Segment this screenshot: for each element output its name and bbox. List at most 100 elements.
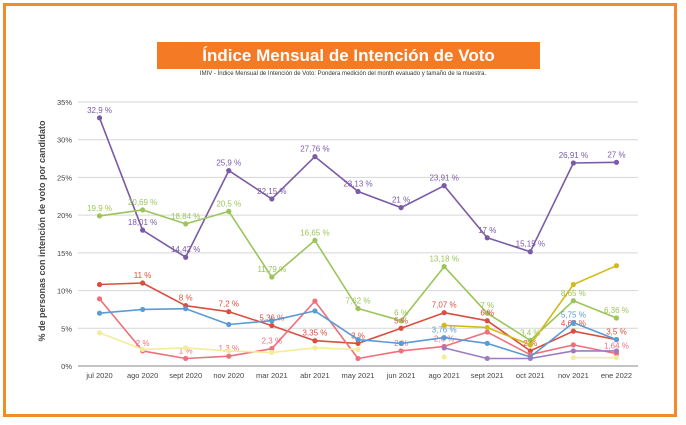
x-tick-label: ago 2021: [429, 371, 460, 380]
data-point: [312, 338, 318, 344]
data-label: 23,13 %: [343, 180, 372, 189]
data-label: 13,18 %: [429, 255, 458, 264]
x-tick-label: ene 2022: [601, 371, 632, 380]
data-point: [613, 159, 620, 165]
data-label: 14,42 %: [171, 245, 200, 254]
data-point: [613, 315, 620, 321]
data-point: [570, 355, 576, 361]
x-tick-label: jun 2021: [386, 371, 416, 380]
y-tick-label: 5%: [61, 324, 72, 333]
data-point: [269, 196, 275, 202]
data-label: 7,62 %: [346, 297, 371, 306]
y-tick-label: 10%: [57, 287, 72, 296]
data-point: [96, 310, 103, 316]
data-label: 3,35 %: [302, 329, 327, 338]
data-point: [398, 205, 404, 211]
y-tick-label: 30%: [57, 136, 72, 145]
data-point: [484, 310, 490, 316]
chart-subtitle: IMIV - Índice Mensual de Intención de Vo…: [199, 71, 487, 77]
data-label: 15,15 %: [516, 240, 545, 249]
data-point: [183, 306, 189, 312]
data-point: [355, 188, 361, 195]
data-point: [570, 342, 576, 348]
data-point: [398, 318, 404, 324]
data-label: 18,84 %: [171, 212, 200, 221]
data-point: [484, 355, 490, 362]
data-point: [398, 348, 404, 354]
data-point: [96, 330, 103, 336]
data-point: [269, 274, 275, 280]
data-point: [527, 348, 533, 354]
data-point: [140, 227, 146, 233]
data-point: [570, 298, 576, 304]
data-point: [312, 298, 318, 304]
data-point: [484, 235, 490, 241]
data-point: [570, 328, 576, 334]
data-point: [355, 305, 361, 312]
data-label: 27,76 %: [300, 145, 329, 154]
data-label: 32,9 %: [87, 106, 112, 115]
y-tick-label: 15%: [57, 249, 72, 258]
data-point: [269, 349, 275, 356]
data-label: 5,36 %: [259, 314, 284, 323]
data-label: 23,91 %: [429, 174, 458, 183]
data-point: [312, 154, 318, 160]
data-point: [484, 340, 490, 346]
x-tick-label: sept 2020: [169, 371, 202, 380]
data-label: 2,3 %: [262, 337, 282, 346]
data-point: [398, 340, 404, 346]
data-point: [484, 329, 490, 335]
data-point: [183, 355, 189, 362]
data-point: [312, 345, 318, 351]
x-tick-label: abr 2021: [300, 371, 330, 380]
data-label: 6 %: [394, 309, 408, 318]
data-point: [269, 346, 275, 352]
data-label: 26,91 %: [559, 151, 588, 160]
data-point: [140, 207, 146, 213]
data-point: [226, 321, 232, 328]
data-label: 3 %: [351, 331, 365, 340]
data-point: [441, 322, 447, 328]
data-point: [355, 340, 361, 346]
y-tick-label: 20%: [57, 211, 72, 220]
y-tick-label: 25%: [57, 173, 72, 182]
data-label: 3,5 %: [606, 328, 626, 337]
y-tick-label: 35%: [57, 98, 72, 107]
data-point: [570, 348, 576, 354]
y-axis-label: % de personas con intención de voto por …: [37, 120, 47, 342]
data-label: 17 %: [478, 226, 496, 235]
x-tick-label: ago 2020: [127, 371, 158, 380]
data-point: [441, 183, 447, 189]
data-point: [441, 263, 447, 270]
x-tick-label: mar 2021: [256, 371, 288, 380]
y-tick-label: 0%: [61, 362, 72, 371]
data-point: [226, 309, 232, 315]
data-point: [140, 280, 146, 286]
data-label: 3,4 %: [520, 328, 540, 337]
chart-title: Índice Mensual de Intención de Voto: [157, 42, 540, 69]
x-tick-label: nov 2021: [558, 371, 589, 380]
series-line: [99, 209, 617, 342]
data-label: 22,15 %: [257, 187, 286, 196]
data-label: 19,9 %: [87, 204, 112, 213]
data-point: [527, 342, 533, 348]
data-point: [355, 355, 361, 362]
data-point: [613, 348, 620, 354]
data-label: 6,36 %: [604, 306, 629, 315]
data-point: [226, 348, 232, 354]
data-point: [96, 281, 103, 288]
data-point: [441, 335, 447, 341]
data-label: 7,07 %: [432, 301, 457, 310]
data-label: 11 %: [134, 271, 152, 280]
data-label: 1,64 %: [604, 342, 629, 351]
data-point: [527, 337, 533, 343]
data-point: [613, 337, 620, 343]
x-tick-label: sept 2021: [471, 371, 504, 380]
x-tick-label: nov 2020: [213, 371, 244, 380]
data-point: [96, 296, 103, 302]
data-point: [269, 318, 275, 324]
x-tick-label: jul 2020: [85, 371, 112, 380]
data-label: 20,69 %: [128, 198, 157, 207]
data-label: 1 %: [179, 346, 193, 355]
data-point: [355, 346, 361, 353]
